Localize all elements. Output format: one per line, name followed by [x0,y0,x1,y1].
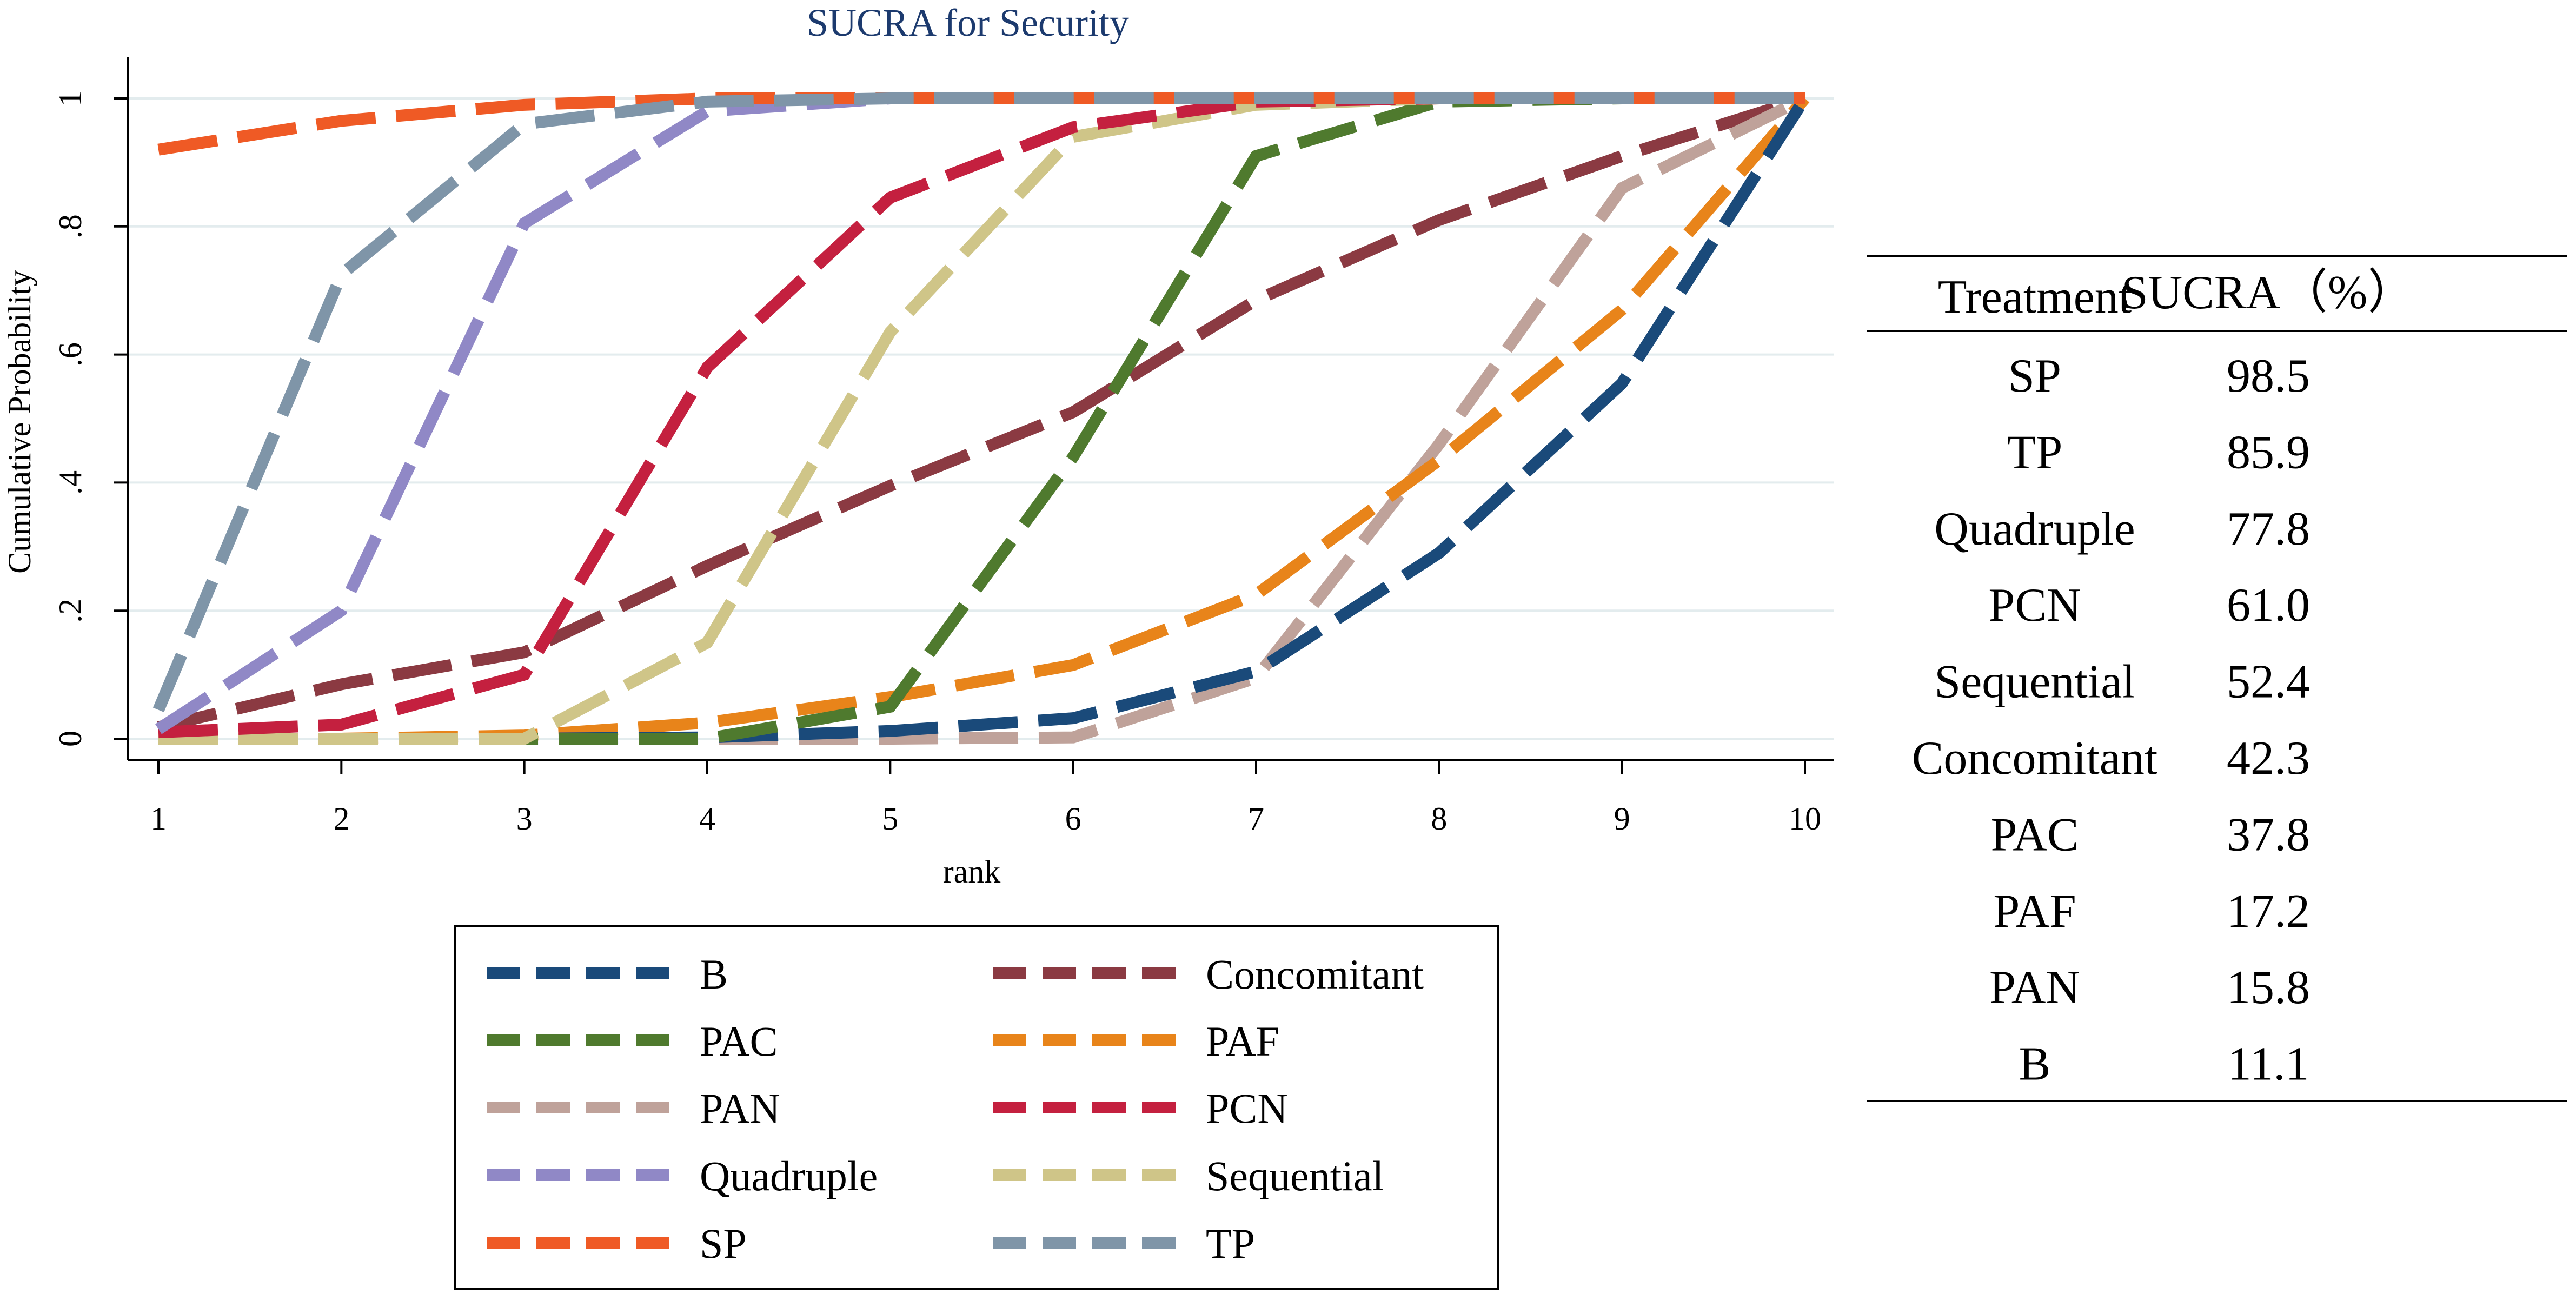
legend-label-pan: PAN [700,1085,780,1132]
series-line-concomitant [157,92,1807,733]
y-tick-label: 0 [52,731,88,747]
table-cell-treatment: Sequential [1934,656,2135,708]
x-tick-label: 1 [150,801,167,837]
x-tick-label: 10 [1789,801,1821,837]
table-cell-treatment: Concomitant [1912,732,2158,785]
table-cell-treatment: PAN [1989,961,2080,1014]
legend-label-b: B [700,951,728,998]
plot-area: 0 .2 .4 .6 .8 1 1 2 3 4 5 6 7 8 9 10 [52,57,1834,837]
table-cell-sucra: 17.2 [2227,885,2310,938]
table-cell-treatment: PAC [1990,808,2079,861]
y-tick-label: .8 [52,214,88,238]
series-layer [152,92,1810,745]
series-line-sequential [158,92,1805,745]
table-header-treatment: Treatment [1938,271,2132,323]
x-axis-title: rank [943,854,1001,890]
y-tick-label: .4 [52,470,88,495]
y-tick-label: .6 [52,342,88,367]
series-line-tp [152,92,1805,712]
table-header-sucra: SUCRA（%） [2122,267,2415,319]
table-cell-sucra: 42.3 [2227,732,2310,785]
chart-title: SUCRA for Security [807,1,1129,44]
table-cell-sucra: 77.8 [2227,503,2310,555]
table-cell-treatment: PCN [1988,579,2081,632]
legend-label-pac: PAC [700,1018,778,1065]
x-tick-label: 4 [699,801,715,837]
axes-layer: 0 .2 .4 .6 .8 1 1 2 3 4 5 6 7 8 9 10 [52,57,1834,837]
table-cell-treatment: B [2019,1038,2051,1091]
table-cell-treatment: SP [2008,350,2061,402]
legend-label-sequential: Sequential [1206,1152,1384,1199]
table-cell-sucra: 37.8 [2227,808,2310,861]
x-tick-label: 3 [516,801,533,837]
x-tick-label: 2 [333,801,349,837]
legend-label-pcn: PCN [1206,1085,1288,1132]
table-cell-sucra: 11.1 [2228,1038,2309,1091]
legend-label-paf: PAF [1206,1018,1279,1065]
table-cell-treatment: Quadruple [1934,503,2135,555]
x-tick-label: 8 [1431,801,1447,837]
legend-label-tp: TP [1206,1220,1255,1267]
x-tick-label: 6 [1065,801,1081,837]
table-cell-sucra: 98.5 [2227,350,2310,402]
legend-label-sp: SP [700,1220,747,1267]
table-cell-sucra: 52.4 [2227,656,2310,708]
table-cell-sucra: 61.0 [2227,579,2310,632]
table-cell-treatment: PAF [1993,885,2076,938]
y-tick-label: 1 [52,90,88,107]
x-tick-label: 5 [882,801,898,837]
table-cell-sucra: 15.8 [2227,961,2310,1014]
x-tick-label: 9 [1614,801,1630,837]
table-cell-sucra: 85.9 [2227,426,2310,479]
x-tick-label: 7 [1248,801,1264,837]
legend-label-concomitant: Concomitant [1206,951,1424,998]
legend: B Concomitant PAC PAF PAN PCN Quadruple Sequent… [454,925,1499,1290]
table-cell-treatment: TP [2007,426,2063,479]
y-tick-label: .2 [52,599,88,623]
legend-frame [454,925,1499,1290]
y-axis-title: Cumulative Probability [2,270,37,574]
legend-label-quadruple: Quadruple [700,1152,878,1199]
